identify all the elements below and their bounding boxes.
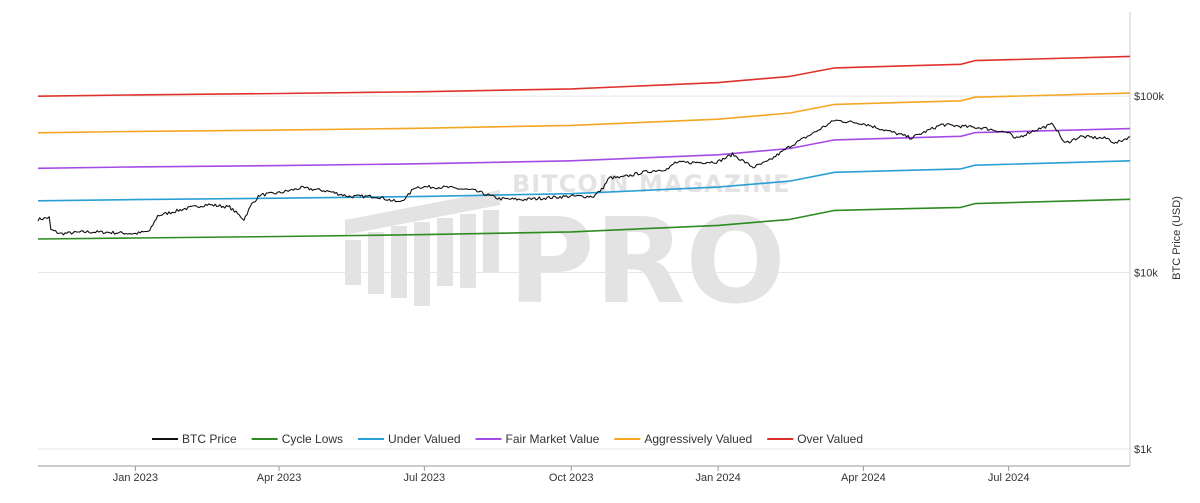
watermark-logo-icon <box>345 190 500 306</box>
legend-item-cycle-lows: Cycle Lows <box>251 432 343 446</box>
series-line-under-valued <box>37 160 1131 202</box>
legend-label: Cycle Lows <box>282 432 343 446</box>
series-line-cycle-lows <box>37 198 1131 240</box>
legend-label: Aggressively Valued <box>644 432 752 446</box>
x-tick-label: Apr 2024 <box>841 472 886 484</box>
legend: BTC Price Cycle Lows Under Valued Fair Mark… <box>152 432 863 446</box>
x-tick-label: Oct 2023 <box>549 472 594 484</box>
y-tick-label: $1k <box>1134 444 1152 456</box>
legend-item-over-valued: Over Valued <box>767 432 863 446</box>
legend-label: Over Valued <box>797 432 863 446</box>
axes: $1k $10k $100k Jan 2023 Apr 2023 Jul 2023 Oct … <box>38 12 1164 484</box>
legend-item-aggressively-valued: Aggressively Valued <box>614 432 752 446</box>
legend-item-btc-price: BTC Price <box>152 432 237 446</box>
x-tick-label: Jan 2024 <box>695 472 740 484</box>
series-line-fair-market-value <box>37 127 1131 170</box>
legend-label: BTC Price <box>182 432 237 446</box>
series-group <box>37 55 1131 240</box>
x-tick-label: Jul 2023 <box>404 472 446 484</box>
series-line-btc-price <box>37 119 1131 236</box>
watermark-big-text: PRO <box>508 192 786 330</box>
legend-item-under-valued: Under Valued <box>358 432 461 446</box>
y-tick-label: $10k <box>1134 268 1158 280</box>
legend-label: Under Valued <box>388 432 461 446</box>
series-line-aggressively-valued <box>37 92 1131 134</box>
y-tick-label: $100k <box>1134 91 1164 103</box>
legend-item-fair-market-value: Fair Market Value <box>475 432 600 446</box>
grid <box>38 95 1130 450</box>
series-line-over-valued <box>37 55 1131 97</box>
x-tick-label: Jan 2023 <box>113 472 158 484</box>
legend-label: Fair Market Value <box>506 432 600 446</box>
x-tick-label: Apr 2023 <box>257 472 302 484</box>
x-tick-label: Jul 2024 <box>988 472 1030 484</box>
y-axis-title: BTC Price (USD) <box>1171 196 1183 280</box>
